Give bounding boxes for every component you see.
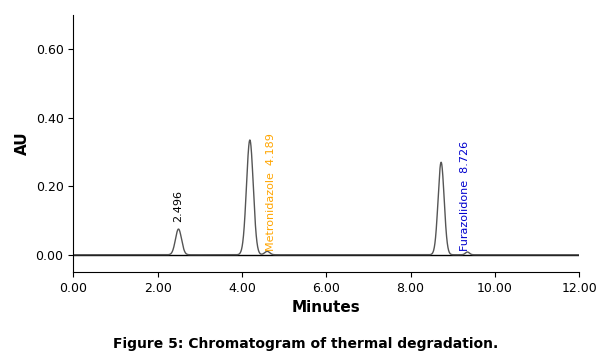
X-axis label: Minutes: Minutes bbox=[292, 300, 360, 315]
Text: 2.496: 2.496 bbox=[173, 190, 184, 222]
Y-axis label: AU: AU bbox=[15, 132, 30, 155]
Text: Furazolidone  8.726: Furazolidone 8.726 bbox=[460, 141, 470, 251]
Text: Metronidazole  4.189: Metronidazole 4.189 bbox=[266, 133, 277, 251]
Text: Figure 5: Chromatogram of thermal degradation.: Figure 5: Chromatogram of thermal degrad… bbox=[113, 338, 499, 351]
